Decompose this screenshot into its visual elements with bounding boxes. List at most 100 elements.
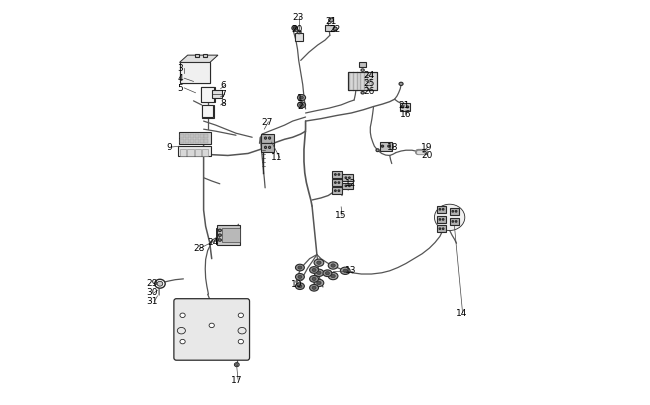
Bar	[180, 135, 184, 139]
Text: 4: 4	[177, 74, 183, 83]
Bar	[195, 149, 201, 156]
Text: 26: 26	[363, 87, 374, 96]
Text: 30: 30	[146, 288, 157, 296]
Ellipse shape	[439, 209, 441, 211]
Bar	[205, 135, 209, 139]
Ellipse shape	[298, 276, 302, 279]
Ellipse shape	[331, 275, 335, 278]
Ellipse shape	[293, 28, 296, 30]
Ellipse shape	[376, 149, 379, 152]
Text: 16: 16	[400, 110, 411, 119]
Ellipse shape	[443, 219, 444, 221]
Ellipse shape	[399, 83, 403, 86]
Text: 29: 29	[146, 279, 157, 288]
Ellipse shape	[235, 363, 239, 367]
Bar	[380, 143, 392, 151]
Bar	[200, 140, 203, 143]
Text: 13: 13	[345, 266, 357, 275]
Ellipse shape	[341, 267, 350, 275]
Bar	[200, 135, 203, 139]
Text: 9: 9	[166, 142, 172, 151]
Text: 2: 2	[297, 102, 303, 111]
Text: 19: 19	[421, 142, 433, 151]
Ellipse shape	[312, 269, 316, 272]
Bar	[202, 106, 213, 118]
Ellipse shape	[439, 219, 441, 221]
Ellipse shape	[298, 285, 302, 288]
Ellipse shape	[268, 147, 270, 149]
Ellipse shape	[298, 102, 305, 109]
Text: 21: 21	[398, 100, 410, 109]
Bar	[202, 106, 214, 119]
Bar	[261, 143, 266, 149]
Ellipse shape	[328, 273, 338, 280]
Ellipse shape	[312, 278, 316, 281]
Bar	[180, 140, 184, 143]
Bar	[190, 135, 194, 139]
Text: 11: 11	[270, 153, 282, 162]
Bar	[179, 133, 211, 144]
Text: 23: 23	[292, 13, 304, 22]
Ellipse shape	[452, 221, 454, 223]
Ellipse shape	[329, 19, 333, 23]
Ellipse shape	[387, 146, 390, 148]
Ellipse shape	[309, 267, 318, 274]
Ellipse shape	[265, 147, 266, 149]
Ellipse shape	[317, 271, 321, 275]
Ellipse shape	[331, 264, 335, 268]
Bar	[437, 217, 447, 223]
Ellipse shape	[333, 28, 337, 32]
Ellipse shape	[180, 313, 185, 318]
Text: 10: 10	[291, 279, 302, 288]
Text: 17: 17	[231, 375, 242, 384]
Bar	[179, 63, 210, 83]
Ellipse shape	[296, 283, 304, 290]
Bar	[450, 219, 460, 225]
Text: 1: 1	[297, 94, 303, 103]
Text: 27: 27	[262, 117, 273, 126]
Ellipse shape	[326, 272, 330, 275]
Bar	[211, 91, 222, 99]
Ellipse shape	[338, 182, 340, 184]
Text: 7: 7	[220, 90, 226, 99]
Ellipse shape	[218, 234, 222, 237]
Ellipse shape	[309, 276, 318, 283]
Polygon shape	[179, 56, 218, 63]
Ellipse shape	[455, 221, 457, 223]
Text: 28: 28	[193, 243, 205, 252]
Bar	[437, 226, 447, 232]
Ellipse shape	[261, 141, 265, 143]
Bar	[185, 140, 189, 143]
Bar	[400, 104, 410, 111]
Ellipse shape	[382, 146, 383, 148]
Ellipse shape	[343, 269, 347, 273]
Bar	[222, 228, 240, 243]
Ellipse shape	[177, 328, 185, 334]
Ellipse shape	[348, 177, 350, 179]
Ellipse shape	[345, 185, 347, 187]
Ellipse shape	[348, 185, 350, 187]
Bar	[343, 175, 353, 181]
Bar	[187, 149, 194, 156]
Text: 24: 24	[363, 70, 374, 79]
Bar	[195, 54, 199, 58]
Ellipse shape	[314, 260, 324, 266]
Ellipse shape	[298, 266, 302, 269]
Text: 31: 31	[146, 296, 157, 305]
Ellipse shape	[323, 270, 332, 277]
Ellipse shape	[443, 209, 444, 211]
Ellipse shape	[155, 279, 165, 288]
Bar	[195, 135, 199, 139]
Bar	[348, 72, 377, 90]
Ellipse shape	[265, 138, 266, 140]
Text: 5: 5	[177, 83, 183, 92]
Ellipse shape	[434, 205, 465, 231]
Ellipse shape	[402, 107, 404, 109]
Ellipse shape	[268, 138, 270, 140]
Ellipse shape	[361, 70, 364, 72]
Ellipse shape	[345, 177, 347, 179]
Polygon shape	[216, 229, 223, 244]
Text: 3: 3	[177, 64, 183, 73]
FancyBboxPatch shape	[174, 299, 250, 360]
Ellipse shape	[297, 31, 301, 34]
